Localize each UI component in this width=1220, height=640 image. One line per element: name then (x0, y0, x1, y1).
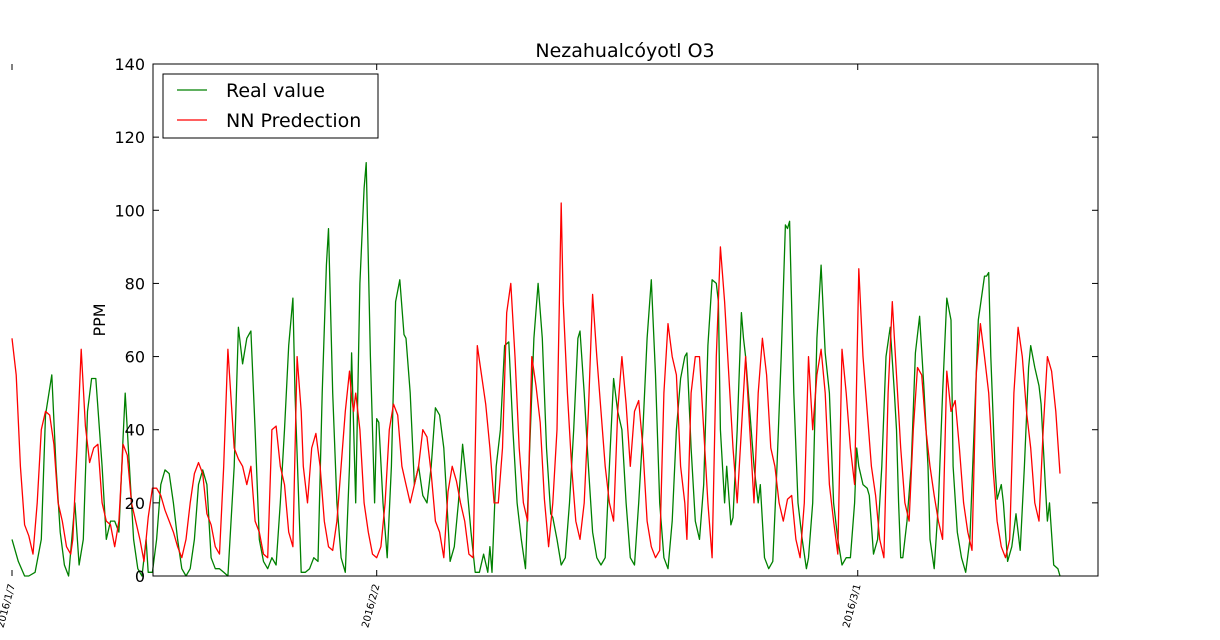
chart-title: Nezahualcóyotl O3 (535, 40, 714, 62)
y-tick-label: 120 (114, 128, 145, 147)
plot-frame (152, 63, 1099, 577)
legend: Real value NN Predection (162, 73, 379, 139)
y-tick-label: 60 (125, 348, 145, 367)
y-tick-label: 40 (125, 421, 145, 440)
y-tick-label: 0 (135, 567, 145, 586)
plot-area (11, 162, 1061, 577)
y-tick-label: 80 (125, 274, 145, 293)
y-tick-label: 20 (125, 494, 145, 513)
series-line-real-value (11, 162, 1061, 577)
legend-label: Real value (226, 80, 325, 102)
y-tick-label: 140 (114, 55, 145, 74)
y-axis-label: PPM (90, 303, 109, 336)
legend-box (162, 73, 379, 139)
series-line-nn-predection (11, 202, 1061, 563)
legend-label: NN Predection (226, 110, 361, 132)
y-tick-label: 100 (114, 201, 145, 220)
